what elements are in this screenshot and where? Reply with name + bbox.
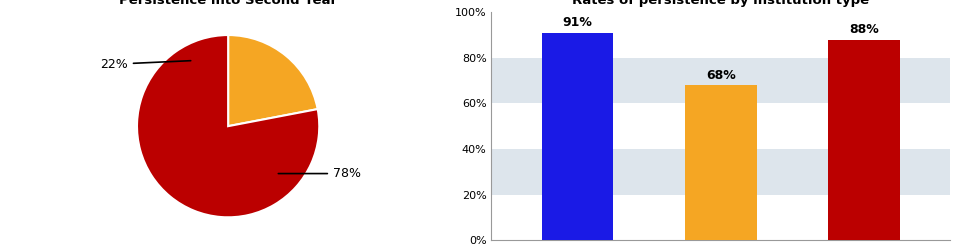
Text: 78%: 78% (278, 167, 361, 180)
Title: Rates of persistence by institution type: Rates of persistence by institution type (572, 0, 870, 7)
Bar (492, 195, 950, 240)
Text: 91%: 91% (563, 16, 592, 29)
Title: Persistence into Second Year: Persistence into Second Year (119, 0, 337, 7)
Bar (492, 58, 950, 103)
Bar (492, 103, 950, 149)
Bar (685, 85, 756, 240)
Bar (492, 12, 950, 58)
Wedge shape (137, 35, 320, 217)
Text: 68%: 68% (706, 69, 735, 82)
Bar (492, 149, 950, 195)
Text: 22%: 22% (100, 58, 191, 71)
Bar (828, 40, 900, 240)
Text: 88%: 88% (850, 23, 879, 36)
Bar (541, 33, 613, 240)
Wedge shape (228, 35, 318, 126)
